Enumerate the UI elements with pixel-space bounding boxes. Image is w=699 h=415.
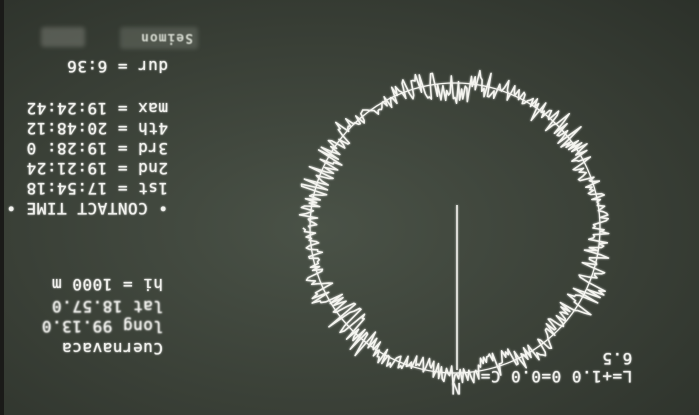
contact-second: 2nd = 19:21:24	[26, 159, 168, 178]
contact-third: 3rd = 19:28: 0	[26, 139, 168, 158]
contact-title: • CONTACT TIME •	[5, 199, 168, 218]
reference-circle	[309, 82, 601, 374]
logo-mark	[41, 27, 85, 47]
rotated-display: L=+1.0 0=0.0 C= 6.5 N Cuernavaca long 99…	[4, 0, 699, 415]
site-height: hi = 1000 m	[51, 275, 163, 294]
contact-duration: dur = 6:36	[66, 57, 168, 76]
site-longitude: long 99.13.0	[41, 317, 163, 336]
signal-trace	[298, 69, 610, 386]
site-name: Cuernavaca	[61, 339, 163, 358]
contact-max: max = 19:24:42	[26, 99, 168, 118]
footer-badge: Seimon	[140, 30, 193, 45]
polar-trace-plot	[298, 69, 610, 386]
site-latitude: lat 18.57.0	[51, 297, 163, 316]
contact-first: 1st = 17:54:18	[26, 179, 168, 198]
contact-fourth: 4th = 20:48:12	[26, 119, 168, 138]
